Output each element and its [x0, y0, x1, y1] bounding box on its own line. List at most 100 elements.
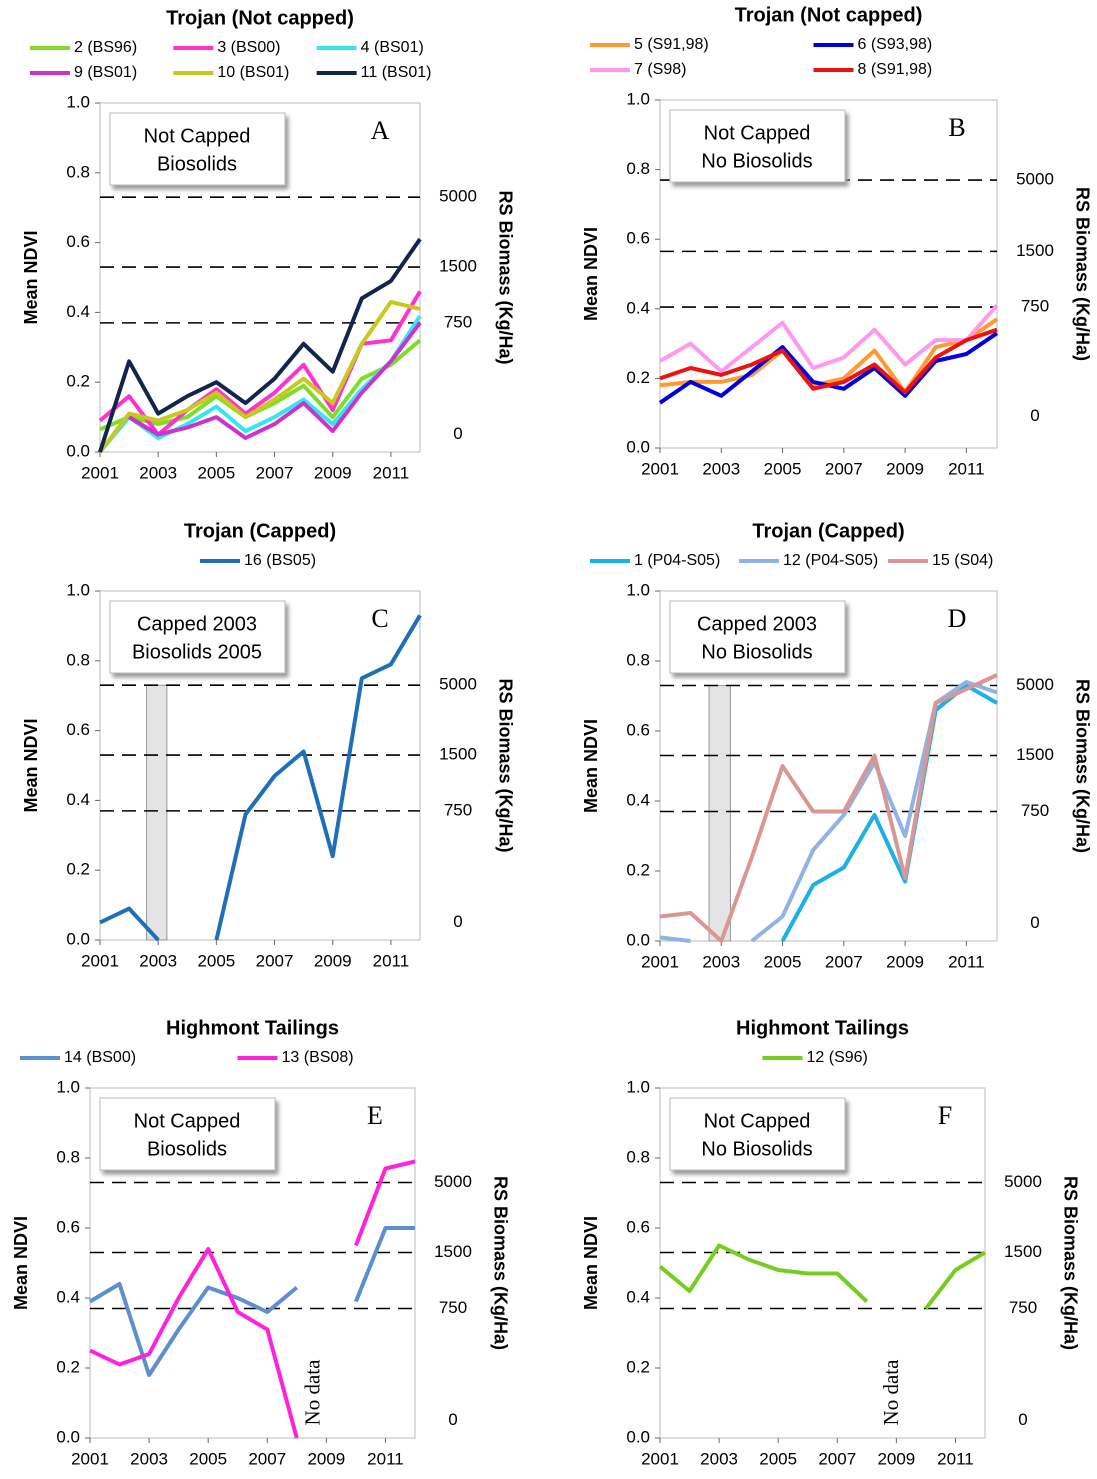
legend-label: 1 (P04-S05)	[634, 552, 720, 569]
annotation-text: No Biosolids	[701, 641, 812, 663]
annotation-box	[669, 109, 846, 183]
y2-tick-label: 0	[1018, 1410, 1027, 1429]
y2-tick-label: 1500	[1004, 1242, 1042, 1261]
y-tick-label: 0.0	[626, 437, 650, 456]
y2-tick-label: 1500	[1016, 745, 1054, 764]
series-line	[659, 673, 998, 943]
annotation-text: Biosolids	[147, 1138, 227, 1160]
y-axis-title: Mean NDVI	[11, 1216, 31, 1310]
y2-tick-label: 0	[453, 424, 462, 443]
x-tick-label: 2009	[307, 1449, 345, 1468]
x-tick-label: 2009	[877, 1449, 915, 1468]
y-tick-label: 1.0	[626, 580, 650, 599]
legend-label: 16 (BS05)	[244, 552, 316, 569]
y-tick-label: 0.2	[626, 860, 650, 879]
y2-axis-title: RS Biomass (Kg/Ha)	[1072, 187, 1092, 361]
legend-label: 12 (P04-S05)	[783, 552, 878, 569]
y-tick-label: 0.2	[626, 1357, 650, 1376]
panel-label: B	[948, 113, 965, 142]
y2-tick-label: 0	[453, 912, 462, 931]
y-tick-label: 0.4	[626, 298, 650, 317]
y-tick-label: 0.4	[66, 790, 90, 809]
y2-axis-title: RS Biomass (Kg/Ha)	[490, 1176, 510, 1350]
y-tick-label: 1.0	[626, 1077, 650, 1096]
annotation-text: No Biosolids	[701, 150, 812, 172]
y-tick-label: 1.0	[626, 89, 650, 108]
y-axis-title: Mean NDVI	[581, 227, 601, 321]
no-data-label: No data	[300, 1359, 324, 1426]
y-tick-label: 0.8	[626, 1147, 650, 1166]
annotation-box	[109, 112, 286, 186]
x-tick-label: 2003	[130, 1449, 168, 1468]
y-tick-label: 0.4	[626, 790, 650, 809]
y-tick-label: 0.2	[56, 1357, 80, 1376]
y2-tick-label: 1500	[434, 1242, 472, 1261]
annotation-text: Capped 2003	[137, 613, 257, 635]
x-tick-label: 2003	[702, 952, 740, 971]
legend-label: 7 (S98)	[634, 61, 686, 78]
legend-label: 9 (BS01)	[74, 64, 137, 81]
y-tick-label: 0.6	[66, 720, 90, 739]
annotation-text: Not Capped	[134, 1110, 241, 1132]
y2-tick-label: 5000	[1004, 1172, 1042, 1191]
chart-title: Highmont Tailings	[166, 1017, 339, 1039]
y2-tick-label: 1500	[439, 745, 477, 764]
legend-label: 3 (BS00)	[217, 39, 280, 56]
legend-label: 2 (BS96)	[74, 39, 137, 56]
legend-label: 13 (BS08)	[282, 1049, 354, 1066]
x-tick-label: 2001	[641, 459, 679, 478]
series-line	[98, 299, 421, 454]
y-tick-label: 0.4	[56, 1287, 80, 1306]
y-tick-label: 0.6	[626, 229, 650, 248]
y2-tick-label: 5000	[1016, 675, 1054, 694]
x-tick-label: 2005	[197, 463, 235, 482]
x-tick-label: 2011	[937, 1449, 974, 1468]
x-tick-label: 2011	[948, 952, 985, 971]
x-tick-label: 2009	[314, 951, 352, 970]
panel-label: C	[371, 604, 388, 633]
series-line	[89, 1159, 416, 1439]
no-data-label: No data	[879, 1359, 903, 1426]
x-tick-label: 2001	[641, 952, 679, 971]
x-tick-label: 2001	[71, 1449, 109, 1468]
x-tick-label: 2011	[367, 1449, 404, 1468]
y-axis-title: Mean NDVI	[581, 1216, 601, 1310]
y2-tick-label: 5000	[1016, 170, 1054, 189]
y2-tick-label: 1500	[1016, 241, 1054, 260]
y-tick-label: 0.0	[66, 929, 90, 948]
annotation-text: Biosolids	[157, 153, 237, 175]
legend-label: 14 (BS00)	[64, 1049, 136, 1066]
y-tick-label: 0.4	[66, 302, 90, 321]
series-line	[659, 303, 999, 374]
y2-tick-label: 750	[444, 312, 472, 331]
y-tick-label: 0.6	[626, 1217, 650, 1236]
x-tick-label: 2003	[702, 459, 740, 478]
x-tick-label: 2007	[825, 459, 863, 478]
shaded-span	[146, 684, 168, 941]
y-tick-label: 0.6	[66, 232, 90, 251]
series-line	[98, 290, 422, 437]
y-tick-label: 0.0	[626, 1427, 650, 1446]
y-tick-label: 1.0	[56, 1077, 80, 1096]
series-line	[659, 327, 998, 395]
x-tick-label: 2005	[759, 1449, 797, 1468]
y2-tick-label: 5000	[439, 187, 477, 206]
legend-label: 15 (S04)	[932, 552, 993, 569]
x-tick-label: 2005	[764, 952, 802, 971]
series-line	[98, 237, 422, 453]
chart-title: Trojan (Capped)	[184, 520, 336, 542]
y-tick-label: 0.6	[626, 720, 650, 739]
panel-label: F	[938, 1101, 952, 1130]
y2-tick-label: 5000	[439, 675, 477, 694]
y2-tick-label: 0	[1030, 406, 1039, 425]
y-tick-label: 0.8	[56, 1147, 80, 1166]
x-tick-label: 2003	[139, 463, 177, 482]
y-tick-label: 0.2	[66, 860, 90, 879]
x-tick-label: 2009	[886, 459, 924, 478]
y-tick-label: 0.0	[56, 1427, 80, 1446]
y2-tick-label: 750	[444, 800, 472, 819]
chart-title: Trojan (Not capped)	[166, 7, 354, 29]
annotation-box	[669, 1097, 846, 1171]
legend-label: 4 (BS01)	[361, 39, 424, 56]
